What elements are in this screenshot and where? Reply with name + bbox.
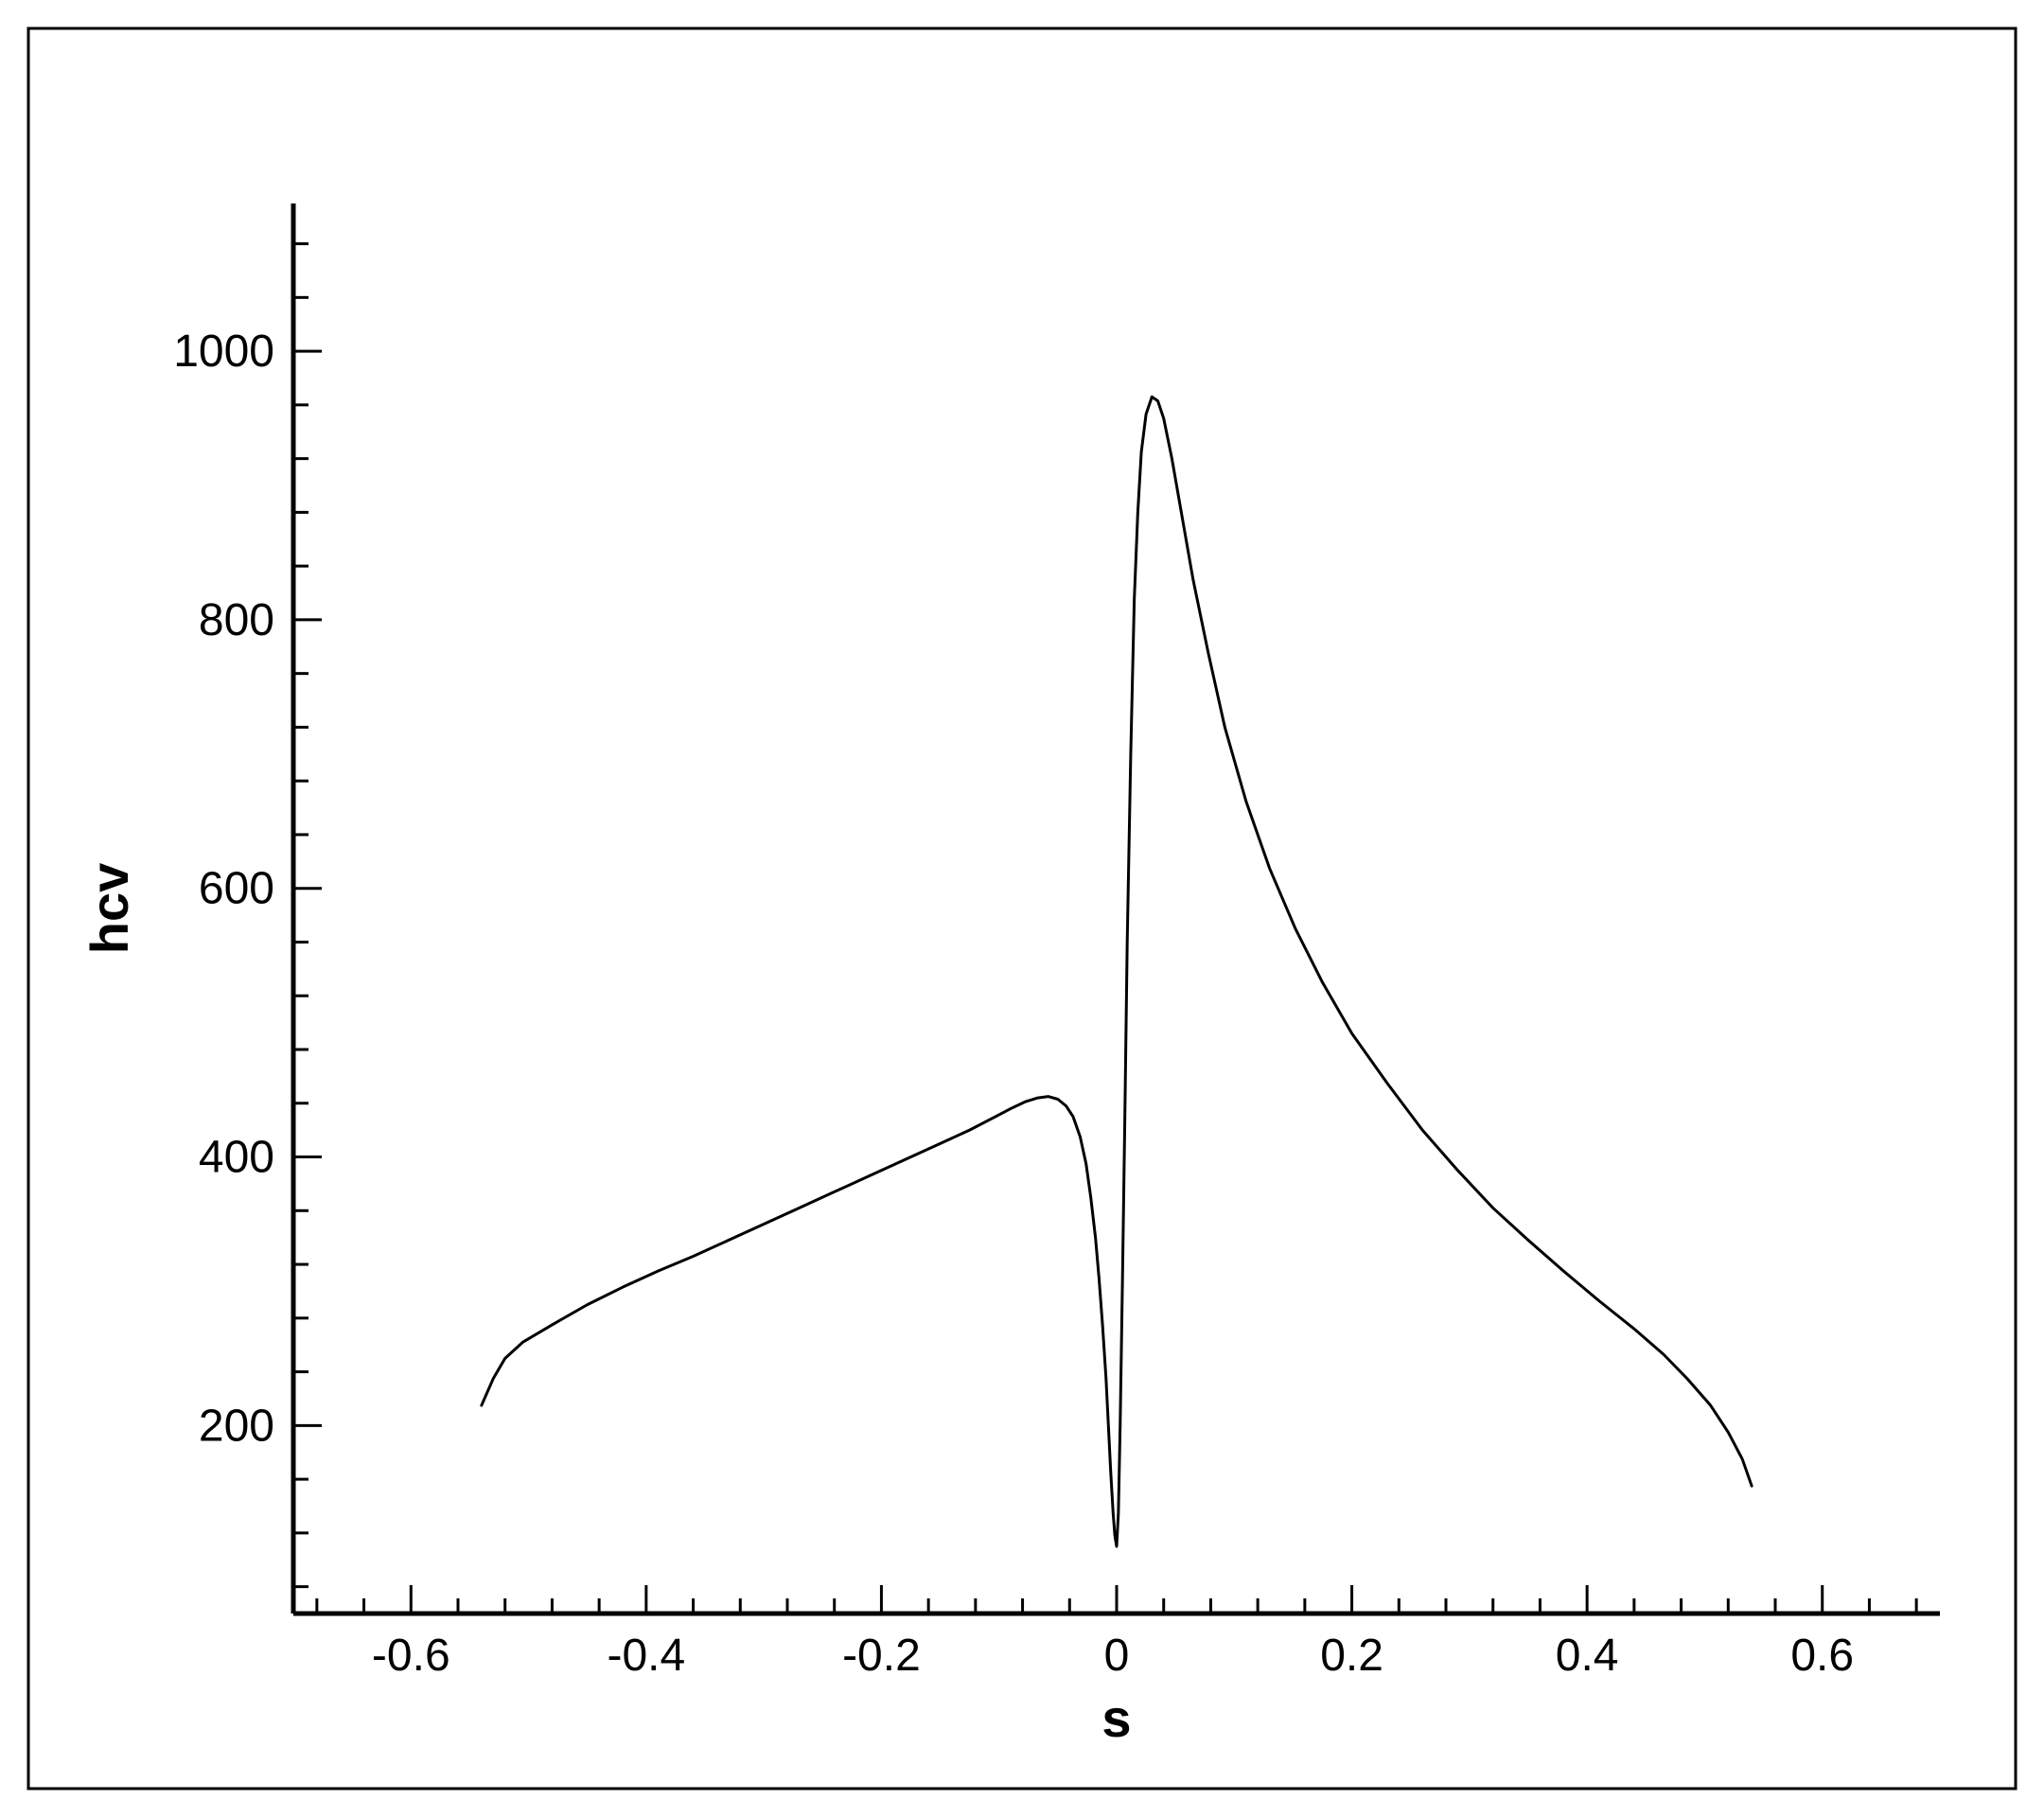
svg-text:400: 400 — [199, 1133, 274, 1183]
svg-text:-0.4: -0.4 — [607, 1631, 685, 1681]
svg-text:0.4: 0.4 — [1556, 1631, 1619, 1681]
svg-text:800: 800 — [199, 595, 274, 645]
svg-text:hcv: hcv — [79, 863, 139, 955]
svg-text:0.2: 0.2 — [1320, 1631, 1383, 1681]
svg-text:600: 600 — [199, 864, 274, 914]
svg-text:200: 200 — [199, 1401, 274, 1451]
svg-text:0: 0 — [1104, 1631, 1130, 1681]
svg-text:-0.2: -0.2 — [842, 1631, 921, 1681]
svg-text:-0.6: -0.6 — [372, 1631, 450, 1681]
svg-text:0.6: 0.6 — [1790, 1631, 1854, 1681]
svg-text:s: s — [1101, 1688, 1131, 1748]
line-chart: -0.6 -0.4 -0.2 0 0.2 0.4 0.6 200 400 600 800 1000 s h… — [0, 0, 2044, 1817]
svg-text:1000: 1000 — [173, 326, 274, 377]
chart-container: -0.6 -0.4 -0.2 0 0.2 0.4 0.6 200 400 600 800 1000 s h… — [0, 0, 2044, 1817]
